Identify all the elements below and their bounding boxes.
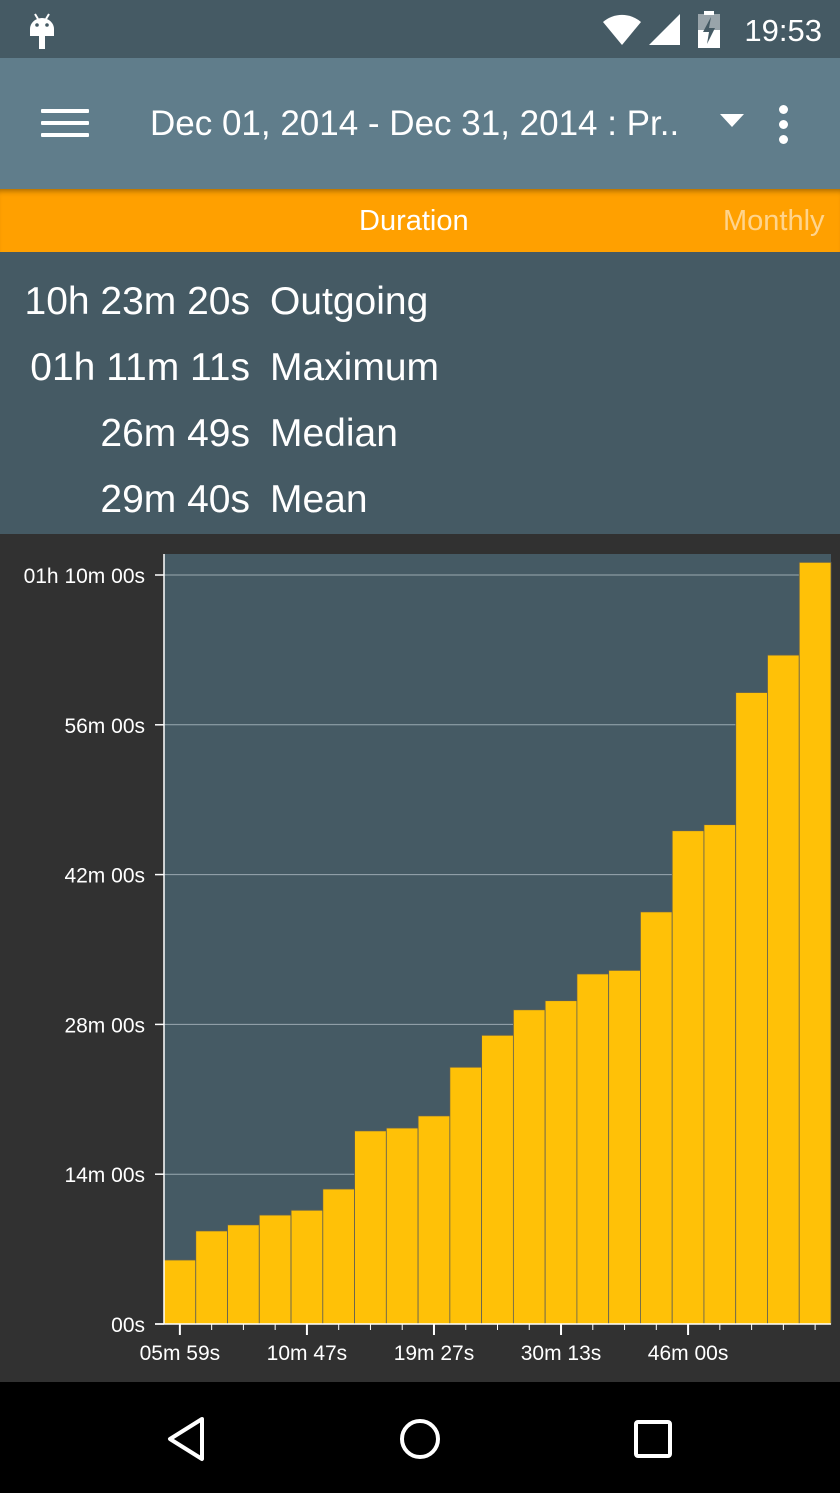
dropdown-arrow-icon[interactable] — [720, 114, 744, 127]
bar — [512, 1009, 546, 1325]
stat-row-mean: 29m 40s Mean — [0, 475, 840, 525]
x-tick-label: 30m 13s — [521, 1342, 602, 1365]
stat-value: 01h 11m 11s — [30, 346, 250, 389]
status-bar: 19:53 — [0, 0, 840, 58]
stat-label: Outgoing — [270, 280, 429, 323]
stat-label: Median — [270, 412, 398, 455]
stat-value: 10h 23m 20s — [24, 280, 251, 323]
hamburger-menu-icon[interactable] — [26, 94, 104, 154]
x-axis-ticks: 05m 59s 10m 47s 19m 27s 30m 13s 46m 00s — [140, 1324, 816, 1365]
back-icon[interactable] — [158, 1412, 218, 1466]
x-tick-label: 05m 59s — [140, 1342, 221, 1365]
cell-signal-icon — [649, 14, 680, 45]
duration-bar-chart: 00s 14m 00s 28m 00s 42m 00s 56m 00s 01h 10m 0… — [24, 554, 832, 1365]
stat-value: 29m 40s — [100, 478, 250, 521]
x-tick-label: 10m 47s — [267, 1342, 348, 1365]
bar — [767, 654, 800, 1325]
stat-value: 26m 49s — [100, 412, 250, 455]
bar — [449, 1066, 483, 1325]
toolbar: Dec 01, 2014 - Dec 31, 2014 : Pr.. — [0, 58, 840, 189]
bar — [640, 911, 673, 1325]
bar — [258, 1214, 292, 1325]
status-clock: 19:53 — [744, 13, 822, 48]
bar — [290, 1209, 324, 1325]
stat-row-maximum: 01h 11m 11s Maximum — [0, 343, 840, 393]
date-range-title[interactable]: Dec 01, 2014 - Dec 31, 2014 : Pr.. — [150, 104, 680, 143]
home-icon[interactable] — [390, 1412, 450, 1466]
bar — [544, 1000, 578, 1325]
recents-icon[interactable] — [623, 1412, 683, 1466]
bar — [322, 1188, 355, 1325]
overflow-menu-icon[interactable] — [770, 100, 798, 148]
tab-strip: Duration Monthly — [0, 189, 840, 252]
y-tick-label: 01h 10m 00s — [24, 565, 145, 588]
bar — [576, 973, 610, 1325]
x-tick-label: 46m 00s — [648, 1342, 729, 1365]
tab-monthly[interactable]: Monthly — [723, 205, 825, 237]
bar — [481, 1034, 514, 1325]
bar — [703, 824, 737, 1325]
stats-summary: 10h 23m 20s Outgoing 01h 11m 11s Maximum… — [0, 252, 840, 534]
tab-duration[interactable]: Duration — [359, 205, 469, 237]
wifi-icon — [603, 14, 641, 45]
y-tick-label: 28m 00s — [64, 1014, 145, 1037]
bar — [417, 1115, 451, 1325]
bar — [798, 561, 832, 1325]
bar — [354, 1130, 387, 1325]
stat-label: Mean — [270, 478, 368, 521]
y-tick-label: 00s — [111, 1314, 145, 1337]
x-tick-label: 19m 27s — [394, 1342, 475, 1365]
y-tick-label: 42m 00s — [64, 865, 145, 888]
bar — [608, 969, 641, 1325]
bars — [163, 561, 832, 1325]
stat-row-median: 26m 49s Median — [0, 409, 840, 459]
navigation-bar — [0, 1382, 840, 1493]
duration-chart: 00s 14m 00s 28m 00s 42m 00s 56m 00s 01h 10m 0… — [0, 534, 840, 1382]
y-tick-label: 14m 00s — [64, 1164, 145, 1187]
y-tick-label: 56m 00s — [64, 715, 145, 738]
bar — [195, 1230, 228, 1325]
android-icon — [30, 13, 54, 49]
bar — [385, 1127, 419, 1325]
y-axis-ticks: 00s 14m 00s 28m 00s 42m 00s 56m 00s 01h 10m 0… — [24, 565, 164, 1337]
stat-row-outgoing: 10h 23m 20s Outgoing — [0, 277, 840, 327]
bar — [671, 830, 705, 1325]
battery-charging-icon — [698, 11, 720, 48]
bar — [227, 1224, 260, 1325]
stat-label: Maximum — [270, 346, 440, 389]
bar — [163, 1259, 197, 1325]
bar — [735, 692, 768, 1325]
